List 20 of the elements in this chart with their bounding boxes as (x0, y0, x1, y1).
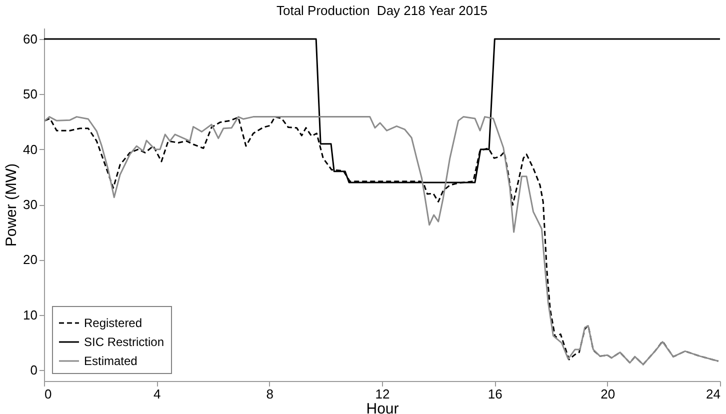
y-tick-label: 30 (23, 197, 38, 212)
y-tick-label: 20 (23, 252, 38, 268)
legend-label: Estimated (84, 354, 138, 368)
y-tick-label: 10 (23, 307, 38, 322)
x-tick-label: 20 (600, 386, 616, 402)
x-tick-label: 24 (706, 386, 720, 402)
legend-label: Registered (84, 316, 142, 330)
x-tick-label: 0 (44, 386, 52, 402)
y-tick-label: 0 (30, 362, 38, 378)
x-tick-label: 4 (154, 386, 161, 402)
legend-label: SIC Restriction (84, 335, 164, 349)
y-tick-label: 50 (23, 86, 38, 102)
chart-title: Total Production Day 218 Year 2015 (276, 3, 488, 18)
x-tick-label: 12 (375, 386, 390, 402)
y-tick-label: 40 (23, 142, 38, 157)
y-tick-label: 60 (23, 32, 38, 47)
x-axis-title: Hour (366, 400, 399, 414)
x-tick-label: 8 (266, 386, 274, 402)
y-axis-title: Power (MW) (3, 163, 20, 247)
x-tick-label: 16 (488, 386, 502, 402)
